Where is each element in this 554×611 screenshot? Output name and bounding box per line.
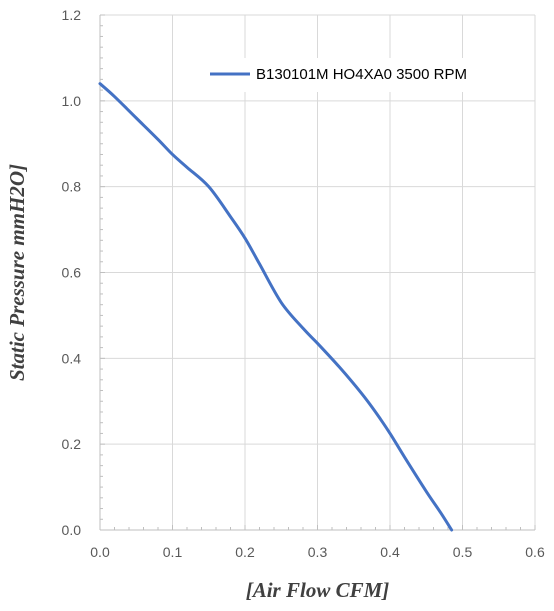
y-axis-title: Static Pressure mmH2O]	[5, 164, 29, 381]
x-tick-label: 0.5	[453, 544, 473, 560]
x-axis-title: [Air Flow CFM]	[246, 578, 390, 602]
x-tick-label: 0.4	[380, 544, 400, 560]
y-tick-label: 1.0	[62, 93, 82, 109]
series-line	[98, 82, 454, 532]
y-tick-label: 0.0	[62, 522, 82, 538]
y-tick-label: 0.2	[62, 436, 82, 452]
x-tick-label: 0.2	[235, 544, 255, 560]
tick-labels: 0.0 0.1 0.2 0.3 0.4 0.5 0.6 0.0 0.2 0.4 0.6 0.8 1.0 1…	[62, 7, 545, 560]
legend-label: B130101M HO4XA0 3500 RPM	[256, 66, 467, 83]
x-tick-label: 0.0	[90, 544, 110, 560]
y-tick-label: 0.6	[62, 265, 82, 281]
x-tick-label: 0.6	[525, 544, 545, 560]
x-tick-label: 0.1	[163, 544, 183, 560]
legend-background	[200, 58, 530, 92]
legend: B130101M HO4XA0 3500 RPM	[200, 58, 530, 92]
series-lines	[98, 82, 454, 532]
axes	[99, 14, 536, 531]
y-tick-label: 0.4	[62, 350, 82, 366]
grid	[100, 14, 536, 530]
y-tick-label: 0.8	[62, 179, 82, 195]
y-tick-label: 1.2	[62, 7, 82, 23]
x-tick-label: 0.3	[308, 544, 328, 560]
